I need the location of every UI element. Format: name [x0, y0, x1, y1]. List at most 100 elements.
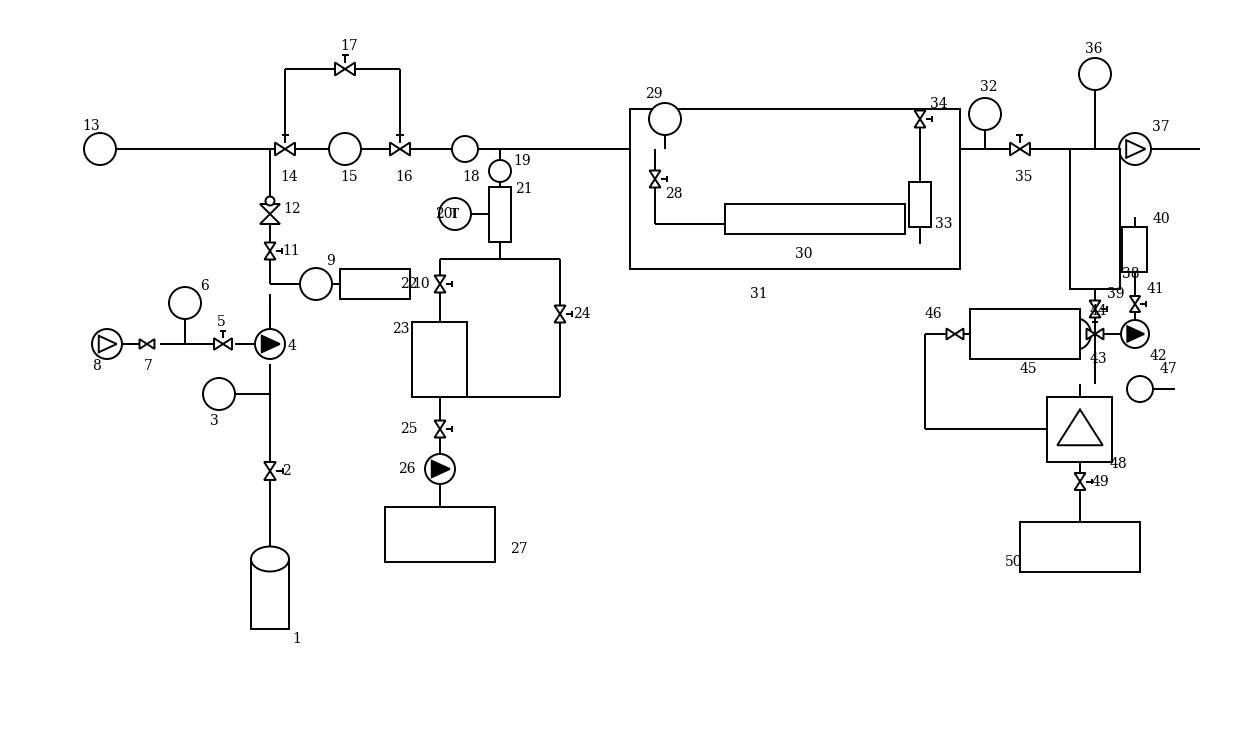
Text: 5: 5	[217, 315, 226, 329]
Circle shape	[1059, 318, 1091, 350]
Polygon shape	[1086, 329, 1095, 340]
Text: 7: 7	[144, 359, 153, 373]
Text: 8: 8	[92, 359, 100, 373]
Bar	[1070, 149, 1120, 289]
Polygon shape	[1126, 140, 1146, 157]
Polygon shape	[650, 171, 661, 179]
Polygon shape	[140, 339, 148, 349]
Polygon shape	[223, 338, 232, 350]
Circle shape	[439, 198, 471, 230]
Text: 17: 17	[340, 39, 358, 53]
Text: 45: 45	[1021, 362, 1038, 376]
Polygon shape	[1090, 300, 1101, 309]
Polygon shape	[1130, 304, 1141, 312]
Text: 49: 49	[1092, 475, 1110, 488]
Text: 30: 30	[795, 247, 812, 261]
Circle shape	[425, 454, 455, 484]
Polygon shape	[946, 329, 955, 340]
Text: 38: 38	[1122, 267, 1140, 281]
Polygon shape	[1130, 296, 1141, 304]
Text: 50: 50	[1004, 555, 1023, 569]
Polygon shape	[262, 336, 280, 352]
Text: 22: 22	[401, 277, 418, 291]
Circle shape	[169, 287, 201, 319]
Text: 2: 2	[281, 464, 290, 478]
Polygon shape	[914, 119, 925, 128]
Circle shape	[300, 268, 332, 300]
Bar	[970, 309, 1080, 359]
Text: 11: 11	[281, 244, 300, 258]
Polygon shape	[99, 336, 117, 352]
Polygon shape	[264, 462, 275, 471]
Text: 15: 15	[340, 170, 357, 184]
Polygon shape	[264, 471, 275, 480]
Circle shape	[649, 103, 681, 135]
Text: 43: 43	[1090, 352, 1107, 366]
Text: 1: 1	[291, 632, 301, 646]
Text: 47: 47	[1159, 362, 1178, 376]
Circle shape	[265, 197, 274, 206]
Text: 39: 39	[1107, 287, 1125, 301]
Text: 10: 10	[412, 277, 429, 291]
Bar	[725, 204, 905, 234]
Text: 40: 40	[1153, 212, 1171, 226]
Circle shape	[92, 329, 122, 359]
Circle shape	[329, 133, 361, 165]
Polygon shape	[260, 204, 280, 214]
Text: 21: 21	[515, 182, 533, 196]
Bar	[1048, 397, 1112, 461]
Text: 31: 31	[750, 287, 768, 301]
Text: 35: 35	[1016, 170, 1033, 184]
Ellipse shape	[250, 547, 289, 572]
Bar	[909, 182, 931, 227]
Text: 37: 37	[1152, 120, 1169, 134]
Text: 9: 9	[326, 254, 335, 268]
Bar	[250, 559, 289, 629]
Text: 36: 36	[1085, 42, 1102, 56]
Text: 3: 3	[210, 414, 218, 428]
Text: 25: 25	[401, 422, 418, 436]
Circle shape	[1118, 133, 1151, 165]
Text: 42: 42	[1149, 349, 1168, 363]
Circle shape	[84, 133, 117, 165]
Polygon shape	[434, 421, 445, 429]
Circle shape	[453, 136, 477, 162]
Polygon shape	[264, 243, 275, 251]
Polygon shape	[554, 314, 565, 322]
Text: 29: 29	[645, 87, 662, 101]
Polygon shape	[345, 63, 355, 76]
Polygon shape	[401, 142, 410, 155]
Text: 19: 19	[513, 154, 531, 168]
Circle shape	[968, 98, 1001, 130]
Polygon shape	[955, 329, 963, 340]
Polygon shape	[432, 461, 450, 477]
Polygon shape	[434, 284, 445, 292]
Text: 24: 24	[573, 307, 590, 321]
Text: 41: 41	[1147, 282, 1164, 296]
Polygon shape	[1011, 142, 1021, 155]
Bar	[489, 187, 511, 241]
Polygon shape	[1090, 309, 1101, 318]
Circle shape	[255, 329, 285, 359]
Polygon shape	[1075, 481, 1085, 490]
Circle shape	[489, 160, 511, 182]
Circle shape	[1121, 320, 1149, 348]
Circle shape	[1127, 376, 1153, 402]
Bar	[413, 321, 467, 397]
Polygon shape	[1021, 142, 1030, 155]
Polygon shape	[1075, 473, 1085, 481]
Text: 18: 18	[463, 170, 480, 184]
Polygon shape	[215, 338, 223, 350]
Text: T: T	[450, 208, 460, 220]
Bar	[340, 269, 410, 299]
Polygon shape	[914, 111, 925, 119]
Polygon shape	[1127, 327, 1145, 342]
Circle shape	[203, 378, 236, 410]
Polygon shape	[275, 142, 285, 155]
Text: 13: 13	[82, 119, 99, 133]
Text: 34: 34	[930, 97, 947, 111]
Text: 14: 14	[280, 170, 298, 184]
Polygon shape	[391, 142, 401, 155]
Text: 4: 4	[288, 339, 296, 353]
Text: 20: 20	[435, 207, 453, 221]
